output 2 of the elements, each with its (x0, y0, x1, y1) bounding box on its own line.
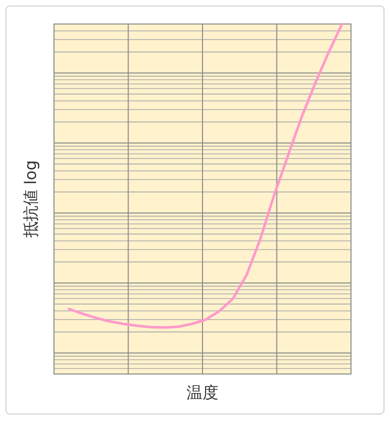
y-axis-title: 抵抗値 log (21, 160, 40, 239)
x-axis-title: 温度 (186, 383, 218, 402)
